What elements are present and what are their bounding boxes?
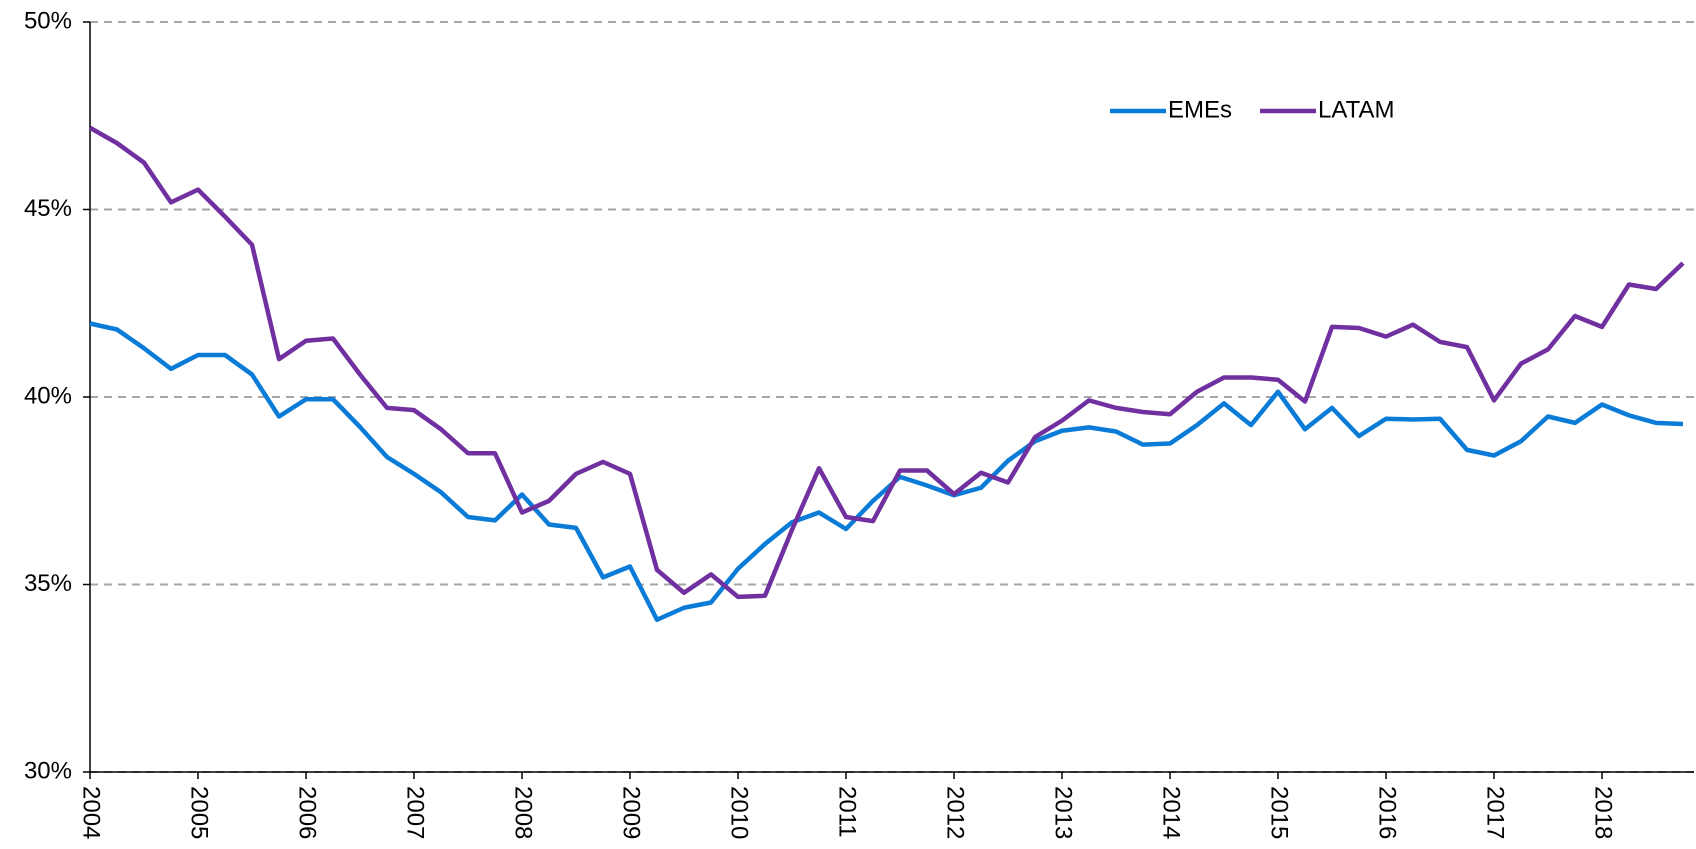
x-tick-label: 2007 [402, 786, 429, 839]
legend-label: EMEs [1168, 96, 1232, 123]
x-tick-label: 2015 [1266, 786, 1293, 839]
x-tick-label: 2017 [1482, 786, 1509, 839]
x-tick-label: 2008 [510, 786, 537, 839]
x-tick-label: 2010 [726, 786, 753, 839]
x-tick-label: 2012 [942, 786, 969, 839]
series-line [88, 125, 1685, 600]
x-tick-label: 2009 [618, 786, 645, 839]
y-tick-label: 30% [24, 757, 72, 784]
y-tick-label: 45% [24, 195, 72, 222]
y-tick-label: 40% [24, 382, 72, 409]
x-tick-label: 2005 [186, 786, 213, 839]
x-tick-label: 2016 [1374, 786, 1401, 839]
y-tick-label: 50% [24, 7, 72, 34]
legend-label: LATAM [1318, 96, 1394, 123]
x-tick-label: 2006 [294, 786, 321, 839]
x-tick-label: 2011 [834, 786, 861, 838]
x-tick-label: 2004 [78, 786, 105, 839]
x-tick-label: 2013 [1050, 786, 1077, 839]
series-line [89, 321, 1684, 622]
x-tick-label: 2014 [1158, 786, 1185, 839]
y-tick-label: 35% [24, 570, 72, 597]
x-tick-label: 2018 [1590, 786, 1617, 839]
